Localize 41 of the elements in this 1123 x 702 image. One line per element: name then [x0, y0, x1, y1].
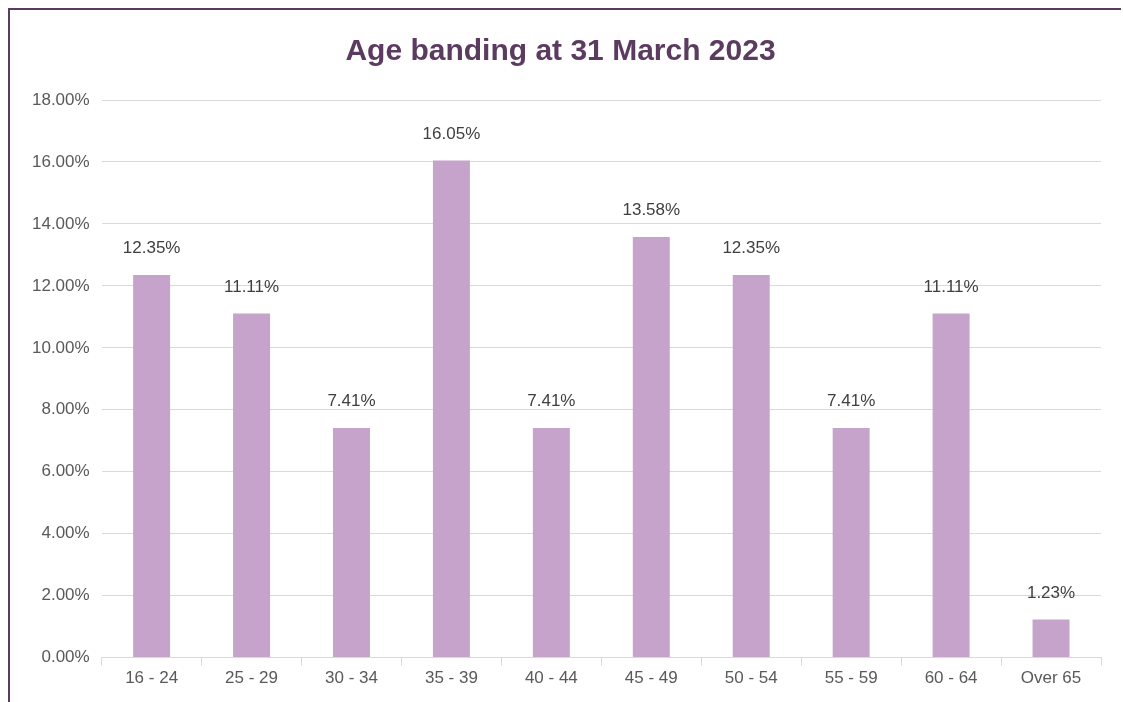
data-label: 7.41%	[327, 391, 376, 411]
bar	[832, 428, 870, 658]
data-label: 12.35%	[722, 238, 781, 258]
data-label: 16.05%	[422, 123, 481, 143]
y-tick-label: 6.00%	[41, 461, 90, 481]
bar	[233, 313, 271, 658]
data-label: 11.11%	[223, 276, 280, 296]
bar	[732, 275, 770, 658]
y-tick-label: 0.00%	[41, 647, 90, 667]
bar	[632, 236, 670, 658]
y-tick-label: 2.00%	[41, 585, 90, 605]
x-tick-label: 16 - 24	[125, 668, 179, 688]
data-label: 7.41%	[527, 391, 576, 411]
data-label: 12.35%	[122, 238, 181, 258]
x-tick-label: 55 - 59	[824, 668, 878, 688]
y-tick-label: 10.00%	[31, 337, 90, 357]
x-tick-label: 50 - 54	[724, 668, 778, 688]
data-label: 13.58%	[622, 200, 681, 220]
chart-title: Age banding at 31 March 2023	[345, 33, 776, 67]
x-tick-label: Over 65	[1020, 668, 1082, 688]
bar	[333, 428, 370, 658]
y-tick-label: 12.00%	[31, 275, 90, 295]
y-tick-label: 18.00%	[31, 89, 90, 109]
y-tick-label: 8.00%	[41, 399, 90, 419]
bar	[932, 313, 970, 658]
x-tick-label: 25 - 29	[225, 668, 279, 688]
bar	[1032, 619, 1070, 658]
y-tick-label: 4.00%	[41, 523, 90, 543]
x-tick-label: 60 - 64	[924, 668, 978, 688]
bar	[532, 428, 570, 658]
data-label: 7.41%	[827, 391, 876, 411]
y-tick-label: 16.00%	[31, 151, 90, 171]
x-tick-label: 45 - 49	[624, 668, 678, 688]
y-tick-label: 14.00%	[31, 213, 90, 233]
data-label: 11.11%	[923, 276, 979, 296]
x-tick-label: 40 - 44	[524, 668, 578, 688]
x-tick-label: 30 - 34	[325, 668, 378, 688]
bar	[133, 275, 171, 658]
data-label: 1.23%	[1026, 582, 1076, 602]
x-tick-label: 35 - 39	[424, 668, 478, 688]
bar	[432, 160, 470, 658]
